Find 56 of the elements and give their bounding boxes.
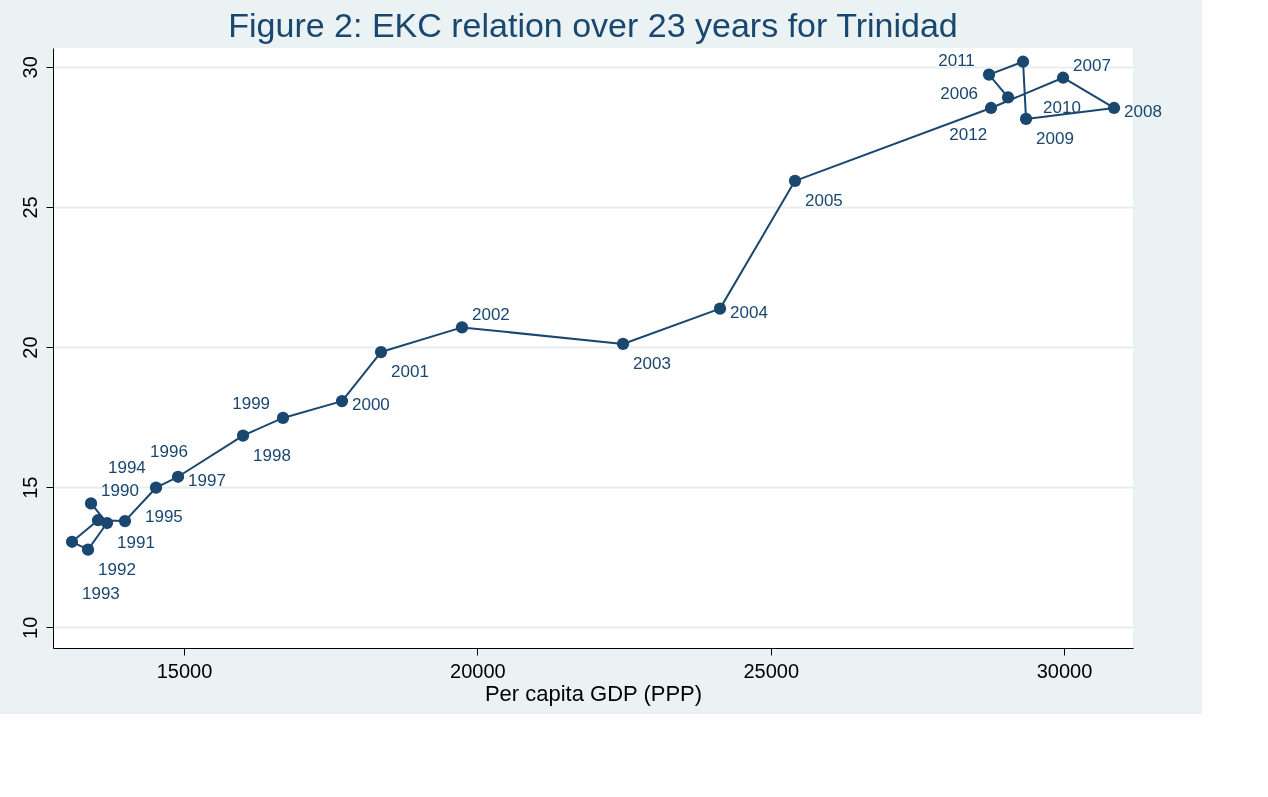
point (616, 337, 630, 351)
annotation: 2007 (1073, 55, 1111, 75)
annotation: 1995 (144, 507, 183, 527)
annotation: 2003 (633, 353, 671, 373)
annotation: 1996 (150, 441, 188, 461)
point (982, 68, 996, 81)
point (1019, 112, 1033, 126)
x-axis-title: Per capita GDP (PPP) (484, 680, 703, 706)
point (118, 514, 132, 528)
annotation: 2005 (805, 190, 843, 210)
annotation: 2008 (1124, 101, 1162, 121)
x-tick-label: 30000 (1036, 659, 1093, 682)
annotation: 2000 (352, 395, 390, 415)
x-tick-label: 20000 (450, 659, 506, 682)
point (455, 321, 469, 334)
y-tick-label: 25 (18, 196, 41, 219)
point (713, 302, 727, 315)
point (1107, 101, 1121, 115)
chart-title: Figure 2: EKC relation over 23 years for Trinidad (228, 6, 958, 44)
point (1056, 71, 1070, 84)
point (335, 394, 349, 408)
point (984, 101, 998, 115)
annotation: 2002 (471, 305, 510, 325)
point (276, 411, 290, 425)
point (65, 535, 79, 548)
point (84, 497, 98, 510)
point (149, 481, 163, 494)
annotation: 1997 (188, 470, 226, 490)
point (1016, 55, 1030, 68)
annotation: 1994 (108, 458, 146, 478)
y-tick-label: 15 (18, 476, 41, 499)
annotation: 1990 (101, 481, 139, 501)
x-tick-label: 25000 (743, 659, 800, 682)
annotation: 2012 (949, 125, 988, 145)
point (81, 543, 95, 556)
point (788, 174, 802, 187)
annotation: 2006 (940, 83, 979, 103)
annotation: 2001 (391, 362, 429, 382)
annotation: 1993 (82, 583, 120, 603)
annotation: 1999 (232, 393, 271, 413)
annotation: 2010 (1043, 97, 1081, 117)
x-tick-label: 15000 (156, 659, 213, 682)
point (1001, 91, 1015, 104)
annotation: 1998 (253, 445, 291, 465)
point (374, 345, 388, 359)
annotation: 2011 (938, 50, 975, 70)
annotation: 1992 (98, 559, 136, 579)
point (236, 429, 250, 442)
annotation: 2009 (1036, 128, 1074, 148)
annotation: 1991 (117, 533, 155, 553)
y-tick-label: 10 (18, 616, 41, 639)
y-tick-label: 30 (18, 56, 41, 79)
y-tick-label: 20 (18, 336, 41, 359)
annotation: 2004 (730, 302, 768, 322)
point (91, 514, 105, 527)
point (171, 470, 185, 483)
